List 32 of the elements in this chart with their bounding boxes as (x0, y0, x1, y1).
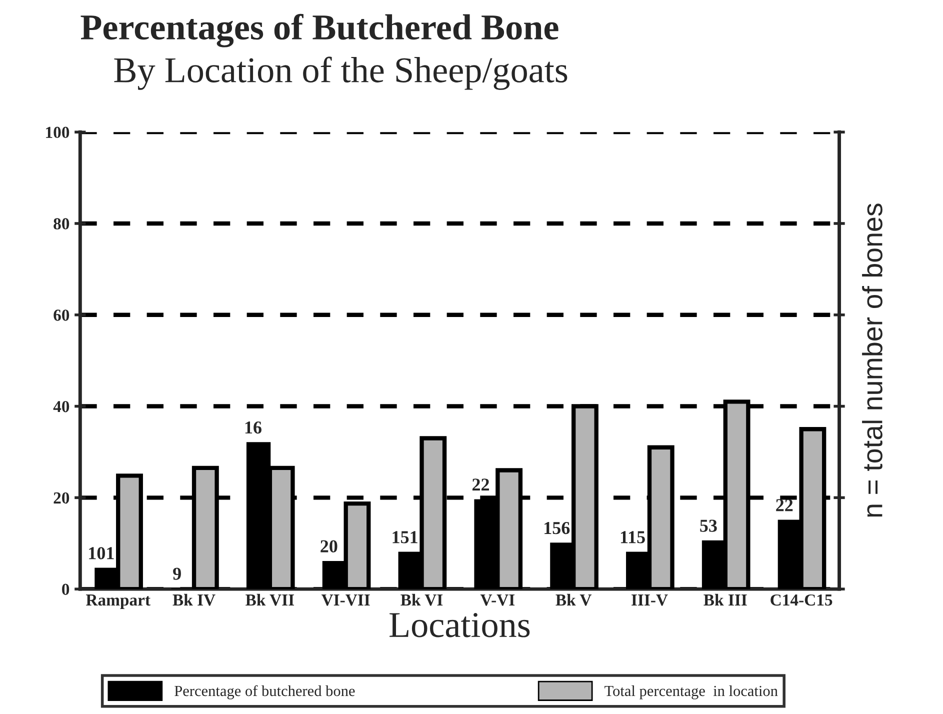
annotation: 22 (472, 478, 489, 491)
annotation: 156 (544, 522, 570, 534)
x-axis-title: Locations (390, 612, 530, 638)
y-tick-label: 40 (53, 400, 70, 412)
y-tick-label: 60 (54, 310, 70, 321)
chart-title: Percentages of Butchered Bone (80, 14, 558, 48)
legend-label: Percentage of butchered bone (174, 685, 355, 700)
y-tick-label: 20 (54, 492, 70, 504)
y-tick-label: 0 (62, 584, 70, 595)
annotation: 101 (89, 547, 114, 560)
annotation: 151 (392, 531, 418, 544)
x-tick-label: V-VI (480, 594, 515, 606)
annotation: 9 (173, 568, 181, 580)
y-tick-label: 100 (46, 126, 70, 138)
x-tick-label: III-V (632, 594, 668, 606)
y2-axis-title: n = total number of bones (862, 204, 882, 517)
y-tick-label: 80 (54, 218, 70, 230)
annotation: 115 (620, 531, 645, 544)
chart-subtitle: By Location of the Sheep/goats (114, 56, 568, 90)
x-tick-label: VI-VII (321, 594, 370, 606)
annotation: 20 (320, 540, 338, 552)
annotation: 22 (776, 499, 793, 512)
x-tick-label: Bk III (704, 594, 747, 606)
x-tick-label: C14-C15 (770, 594, 832, 606)
x-tick-label: Bk VII (246, 594, 294, 606)
x-tick-label: Bk IV (172, 594, 216, 606)
x-tick-label: Rampart (86, 594, 150, 610)
x-tick-label: Bk V (556, 594, 592, 606)
legend-label: Total percentage in location (604, 685, 778, 700)
annotation: 53 (700, 520, 717, 532)
annotation: 16 (245, 421, 262, 434)
x-tick-label: Bk VI (400, 594, 443, 606)
